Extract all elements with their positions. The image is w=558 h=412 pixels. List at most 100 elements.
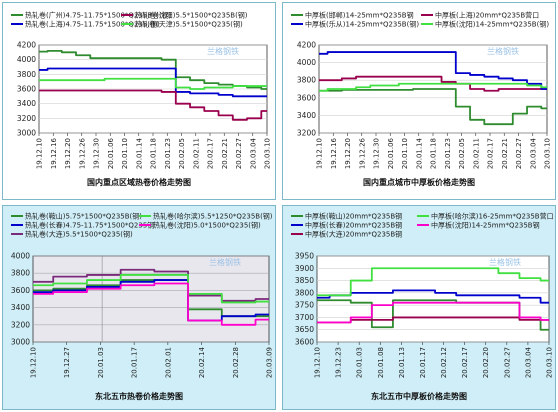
series-line-2 (317, 316, 549, 324)
y-tick-label: 3600 (295, 338, 314, 347)
x-tick-label: 20.03.04 (249, 137, 257, 169)
y-tick-label: 3650 (295, 325, 314, 334)
x-tick-label: 20.03.10 (544, 138, 552, 169)
x-tick-label: 20.02.14 (198, 346, 206, 378)
y-tick-label: 3400 (17, 99, 36, 108)
x-tick-label: 19.12.16 (50, 137, 58, 169)
x-tick-label: 20.02.21 (501, 138, 509, 169)
legend-label: 热轧卷(上海)4.75-11.75*1500*Q235(钢) (25, 20, 160, 29)
watermark-logo: 兰格钢铁 (207, 46, 239, 56)
chart-svg: 3000 3200 3400 3600 3800 4000 19.12.10 19.12.27… (11, 212, 274, 402)
legend-label: 热轧卷(沈阳)5.0*1500*Q235(钢) (153, 221, 261, 230)
x-tick-label: 20.01.18 (430, 138, 438, 169)
x-tick-label: 20.02.21 (221, 138, 229, 169)
chart-title: 国内重点区域热卷价格走势图 (87, 177, 191, 187)
series-line-0 (319, 88, 547, 126)
x-tick-label: 20.02.05 (178, 138, 186, 169)
watermark-logo: 兰格钢铁 (209, 257, 241, 267)
y-tick-label: 4000 (17, 55, 36, 64)
x-tick-label: 20.02.12 (440, 347, 448, 378)
series-line-4 (317, 301, 549, 324)
legend-label: 热轧卷(天津)5.5*1500*Q235(钢) (135, 20, 243, 29)
x-tick-label: 20.02.27 (503, 347, 511, 378)
series-line-4 (33, 282, 269, 326)
y-tick-label: 4200 (297, 41, 316, 50)
legend-label: 中厚板(哈尔滨)16-25mm*Q235B营口 (431, 212, 554, 221)
series-line-1 (33, 279, 269, 322)
chart-svg: 3200 3400 3600 3800 4000 4200 19.12.10 19.12.16… (291, 11, 552, 187)
chart-panel-plate-northeast: 3600 3650 3700 3750 3800 3850 3900 3950 19.12.10… (282, 205, 556, 410)
x-tick-label: 20.01.10 (121, 138, 129, 169)
series-line-3 (317, 267, 549, 297)
y-tick-label: 3750 (295, 301, 314, 310)
watermark-logo: 兰格钢铁 (489, 257, 521, 267)
x-tick-label: 20.01.23 (164, 138, 172, 169)
y-tick-label: 3400 (11, 303, 30, 312)
x-tick-label: 19.12.10 (36, 138, 44, 169)
y-tick-label: 3600 (17, 85, 36, 94)
series-line-3 (39, 77, 267, 90)
x-tick-label: 20.01.17 (131, 347, 139, 378)
y-tick-label: 3600 (297, 93, 316, 102)
y-tick-label: 3800 (295, 288, 314, 297)
y-tick-label: 3200 (17, 114, 36, 123)
x-tick-label: 20.02.01 (164, 347, 172, 378)
x-tick-label: 19.12.27 (63, 347, 71, 378)
x-tick-label: 20.01.06 (387, 137, 395, 169)
x-tick-label: 20.02.27 (515, 138, 523, 169)
legend-label: 中厚板(邯郸)14-25mm*Q235B钢 (305, 11, 414, 20)
x-tick-label: 20.01.08 (377, 347, 385, 378)
chart-panel-hot-rolled-northeast: 3000 3200 3400 3600 3800 4000 19.12.10 19.12.27… (2, 205, 276, 410)
legend-label: 热轧卷(大连)5.5*1500*Q235(钢) (25, 230, 133, 239)
x-tick-label: 20.02.20 (482, 347, 490, 378)
x-tick-label: 19.12.30 (373, 138, 381, 169)
legend-label: 中厚板(乐从)14-25mm*Q235B(钢) (305, 20, 419, 29)
x-tick-label: 20.02.11 (192, 138, 200, 169)
x-tick-label: 19.12.16 (330, 137, 338, 169)
y-tick-label: 3800 (11, 269, 30, 278)
x-tick-label: 20.01.13 (398, 347, 406, 378)
chart-title: 东北五市热卷价格走势图 (95, 391, 183, 401)
x-tick-label: 20.03.09 (266, 347, 274, 378)
series-line-2 (39, 89, 267, 121)
y-tick-label: 3900 (295, 264, 314, 273)
watermark-logo: 兰格钢铁 (487, 46, 519, 56)
y-tick-label: 3850 (295, 276, 314, 285)
y-tick-label: 3950 (295, 252, 314, 261)
x-tick-label: 20.01.10 (401, 138, 409, 169)
x-tick-label: 19.12.26 (358, 137, 366, 169)
legend-label: 中厚板(沈阳)14-25mm*Q235B(钢) (435, 20, 549, 29)
x-tick-label: 20.02.17 (461, 347, 469, 378)
x-tick-label: 20.03.04 (524, 346, 532, 378)
x-tick-label: 20.01.06 (107, 137, 115, 169)
legend-label: 中厚板(大连)20mm*Q235B钢 (305, 230, 402, 239)
y-tick-label: 3800 (297, 76, 316, 85)
series-line-2 (33, 268, 269, 302)
y-tick-label: 3000 (17, 129, 36, 138)
x-tick-label: 19.12.26 (78, 137, 86, 169)
x-tick-label: 20.02.27 (235, 138, 243, 169)
legend-label: 中厚板(鞍山)20mm*Q235B钢 (305, 212, 402, 221)
y-tick-label: 3000 (11, 338, 30, 347)
x-tick-label: 19.12.23 (335, 347, 343, 378)
x-tick-label: 19.12.10 (314, 347, 322, 378)
x-tick-label: 20.02.17 (207, 138, 215, 169)
x-tick-label: 20.01.23 (444, 138, 452, 169)
chart-svg: 3000 3200 3400 3600 3800 4000 4200 19.12.10 19.1… (11, 11, 272, 187)
x-tick-label: 19.12.20 (344, 138, 352, 169)
x-tick-label: 19.12.20 (64, 138, 72, 169)
y-tick-label: 3700 (295, 313, 314, 322)
x-tick-label: 20.02.11 (472, 138, 480, 169)
legend-label: 中厚板(上海)20mm*Q235B营口 (435, 11, 539, 20)
x-tick-label: 20.03.10 (546, 347, 554, 378)
y-tick-label: 3800 (17, 70, 36, 79)
chart-panel-hot-rolled-key-regions: 3000 3200 3400 3600 3800 4000 4200 19.12.10 19.1… (2, 2, 276, 200)
x-tick-label: 20.01.14 (415, 137, 423, 169)
y-tick-label: 4200 (17, 41, 36, 50)
x-tick-label: 20.01.17 (419, 347, 427, 378)
chart-title: 国内重点城市中厚板价格走势图 (363, 177, 475, 187)
chart-svg: 3600 3650 3700 3750 3800 3850 3900 3950 19.12.10… (291, 212, 554, 401)
series-line-2 (319, 51, 547, 90)
y-tick-label: 3200 (297, 129, 316, 138)
x-tick-label: 19.12.30 (93, 138, 101, 169)
